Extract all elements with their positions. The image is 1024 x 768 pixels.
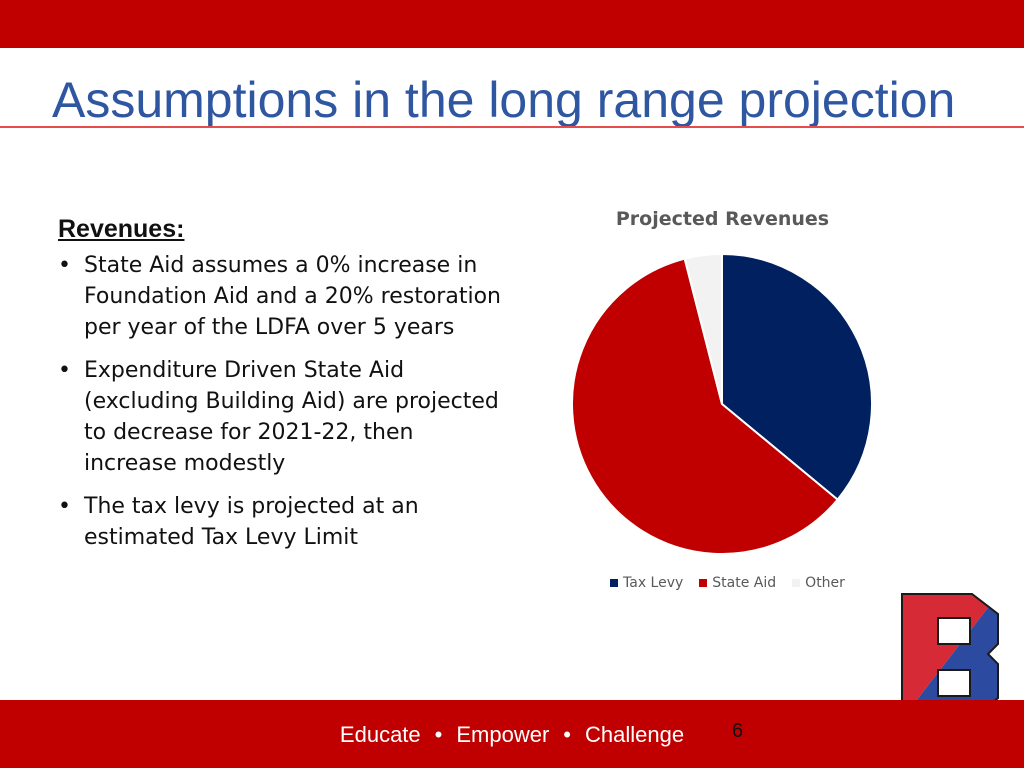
legend-label-other: Other: [805, 575, 845, 591]
pie-slice-other: [683, 252, 723, 405]
projected-revenues-chart: Projected Revenues Tax Levy State Aid Ot…: [560, 200, 890, 610]
bullet-item: • Expenditure Driven State Aid (excludin…: [58, 355, 508, 479]
page-number: 6: [732, 720, 744, 742]
slide-title: Assumptions in the long range projection: [52, 72, 956, 128]
pie-chart: [571, 252, 873, 555]
top-banner: [0, 0, 1024, 48]
bullet-text: Expenditure Driven State Aid (excluding …: [84, 358, 499, 476]
school-b-logo: [901, 593, 999, 721]
revenues-section: Revenues: • State Aid assumes a 0% incre…: [58, 215, 508, 565]
pie-slice-tax-levy: [721, 252, 873, 502]
bullet-text: State Aid assumes a 0% increase in Found…: [84, 253, 501, 340]
legend-item-other: Other: [792, 575, 845, 591]
bullet-item: • The tax levy is projected at an estima…: [58, 491, 508, 553]
legend-swatch-tax-levy: [610, 579, 618, 587]
revenues-heading: Revenues:: [58, 215, 185, 243]
pie-slice-state-aid: [571, 257, 839, 555]
legend-label-state-aid: State Aid: [712, 575, 777, 591]
bottom-banner: [0, 700, 1024, 768]
bullet-dot: •: [58, 253, 71, 278]
footer-tagline: Educate • Empower • Challenge: [0, 722, 1024, 748]
tagline-challenge: Challenge: [584, 722, 685, 747]
bullet-item: • State Aid assumes a 0% increase in Fou…: [58, 250, 508, 343]
revenues-bullet-list: • State Aid assumes a 0% increase in Fou…: [58, 250, 508, 553]
legend-swatch-state-aid: [699, 579, 708, 587]
legend-item-tax-levy: Tax Levy: [610, 575, 683, 591]
bullet-dot: •: [58, 494, 71, 519]
bullet-dot: •: [58, 358, 71, 383]
tagline-educate: Educate: [339, 722, 421, 747]
legend-swatch-other: [792, 579, 801, 587]
tagline-separator: •: [563, 722, 571, 747]
legend-item-state-aid: State Aid: [699, 575, 776, 591]
legend-label-tax-levy: Tax Levy: [623, 575, 684, 591]
title-divider: [0, 126, 1024, 128]
chart-legend: Tax Levy State Aid Other: [610, 575, 845, 591]
chart-title: Projected Revenues: [615, 208, 830, 230]
bullet-text: The tax levy is projected at an estimate…: [84, 494, 419, 550]
tagline-separator: •: [434, 722, 443, 747]
tagline-empower: Empower: [456, 722, 550, 747]
